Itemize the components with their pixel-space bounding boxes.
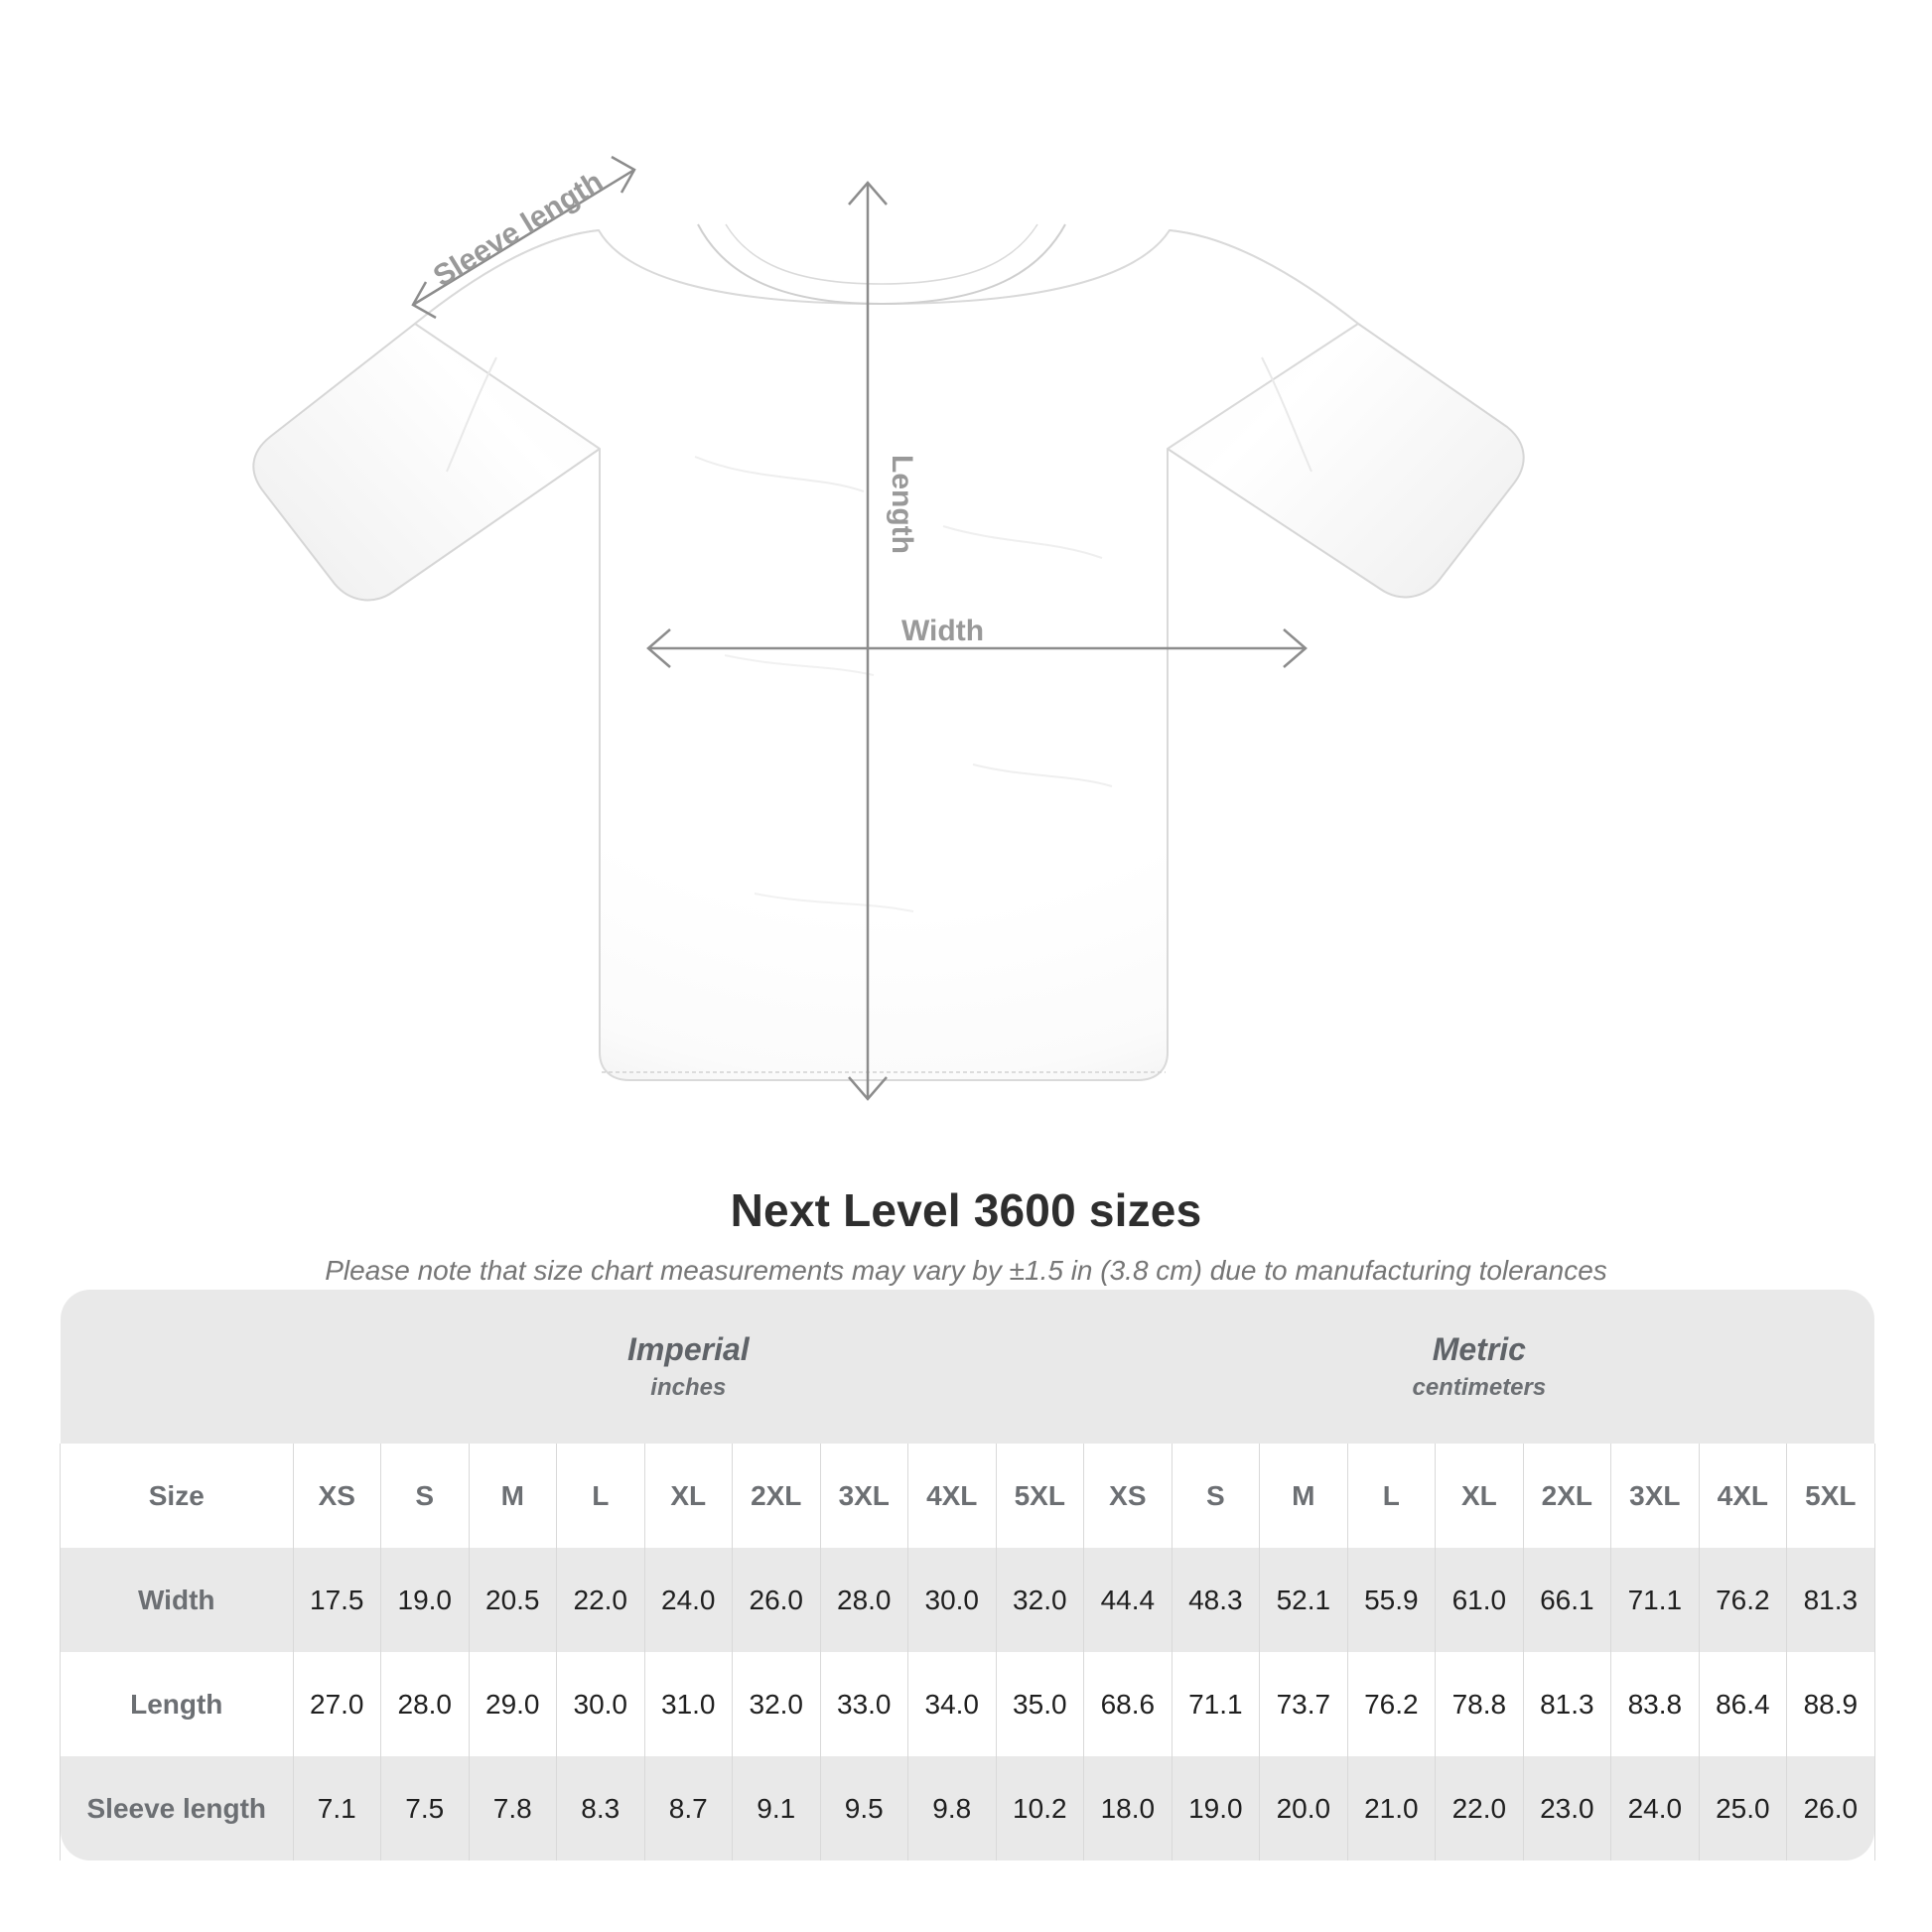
svg-text:Length: Length xyxy=(886,455,918,554)
svg-text:Width: Width xyxy=(901,615,984,647)
